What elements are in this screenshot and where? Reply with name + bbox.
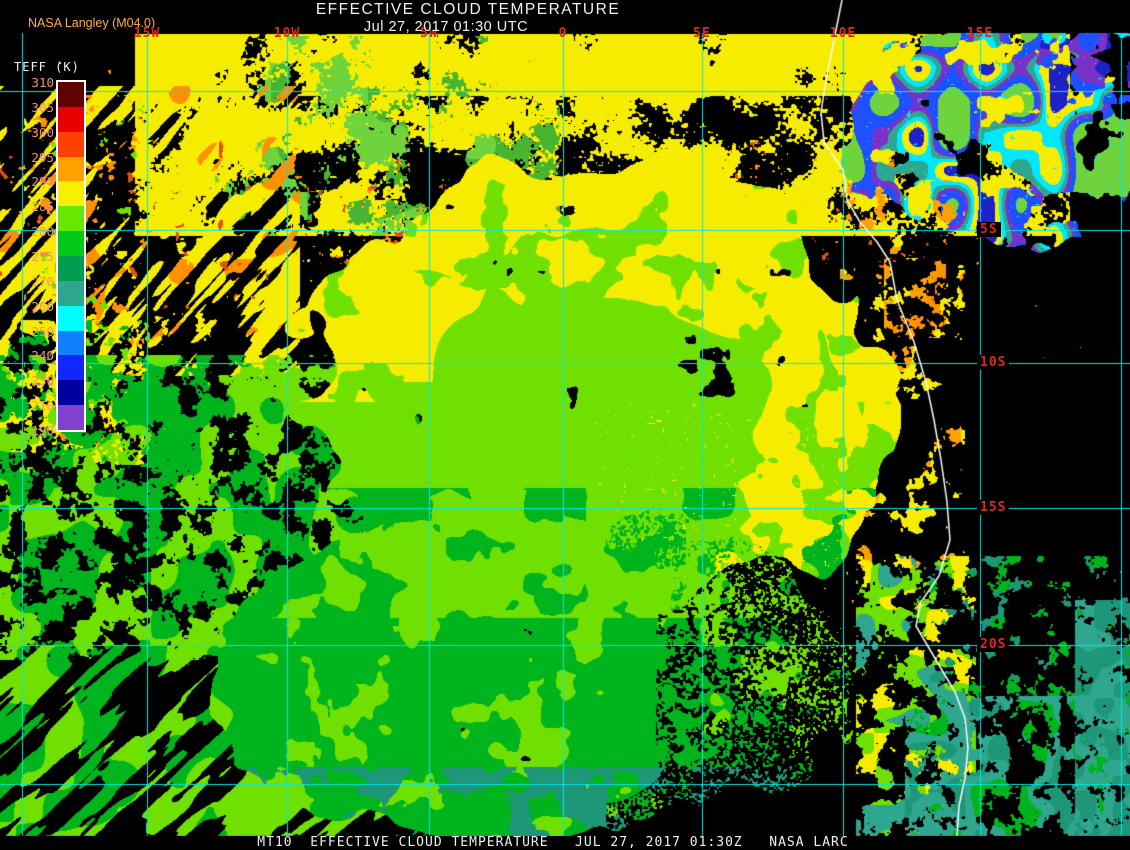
colorbar-segment-9 (58, 305, 84, 331)
colorbar-segment-13 (58, 405, 84, 431)
colorbar-tick-250: 250 (31, 323, 54, 339)
longitude-label-5W: 5W (420, 26, 438, 41)
longitude-label-10W: 10W (273, 26, 301, 41)
footer-text: MT10 EFFECTIVE CLOUD TEMPERATURE JUL 27,… (257, 835, 849, 850)
colorbar-tick-240: 240 (31, 348, 54, 364)
colorbar-segment-6 (58, 231, 84, 257)
colorbar-tick-270: 270 (31, 273, 54, 289)
colorbar-segment-11 (58, 355, 84, 381)
colorbar-segment-12 (58, 380, 84, 406)
colorbar-tick-260: 260 (31, 298, 54, 314)
colorbar-tick-190: 190 (31, 423, 54, 438)
colorbar-tick-290: 290 (31, 174, 54, 190)
longitude-label-5E: 5E (693, 26, 711, 41)
colorbar-title: TEFF (K) (14, 60, 80, 74)
colorbar-tick-210: 210 (31, 398, 54, 414)
longitude-label-15E: 15E (966, 26, 994, 41)
nasa-langley-credit: NASA Langley (M04.0) (28, 16, 156, 30)
colorbar-tick-300: 300 (31, 124, 54, 140)
colorbar-segment-3 (58, 156, 84, 182)
longitude-label-0: 0 (558, 26, 568, 41)
latitude-label-10S: 10S (977, 355, 1010, 370)
colorbar-tick-305: 305 (31, 99, 54, 115)
latitude-label-5S: 5S (977, 222, 1001, 237)
longitude-label-15W: 15W (133, 26, 161, 41)
colorbar-segment-1 (58, 106, 84, 132)
colorbar-tick-285: 285 (31, 199, 54, 215)
colorbar-segment-5 (58, 206, 84, 232)
colorbar-segment-8 (58, 280, 84, 306)
colorbar-tick-280: 280 (31, 224, 54, 240)
colorbar-tick-230: 230 (31, 373, 54, 389)
latitude-label-20S: 20S (977, 637, 1010, 652)
colorbar-tick-295: 295 (31, 149, 54, 165)
page-title: EFFECTIVE CLOUD TEMPERATURE (315, 1, 621, 18)
colorbar-segment-10 (58, 330, 84, 356)
colorbar-segment-4 (58, 181, 84, 207)
colorbar-segment-2 (58, 131, 84, 157)
temperature-colorbar (56, 80, 86, 432)
footer-bar: MT10 EFFECTIVE CLOUD TEMPERATURE JUL 27,… (0, 836, 1130, 850)
colorbar-tick-310: 310 (31, 75, 54, 90)
latitude-label-15S: 15S (977, 500, 1010, 515)
colorbar-segment-0 (58, 82, 84, 107)
timestamp-label: Jul 27, 2017 01:30 UTC (363, 19, 529, 35)
colorbar-segment-7 (58, 256, 84, 281)
longitude-label-10E: 10E (829, 26, 857, 41)
colorbar-tick-275: 275 (31, 249, 54, 264)
